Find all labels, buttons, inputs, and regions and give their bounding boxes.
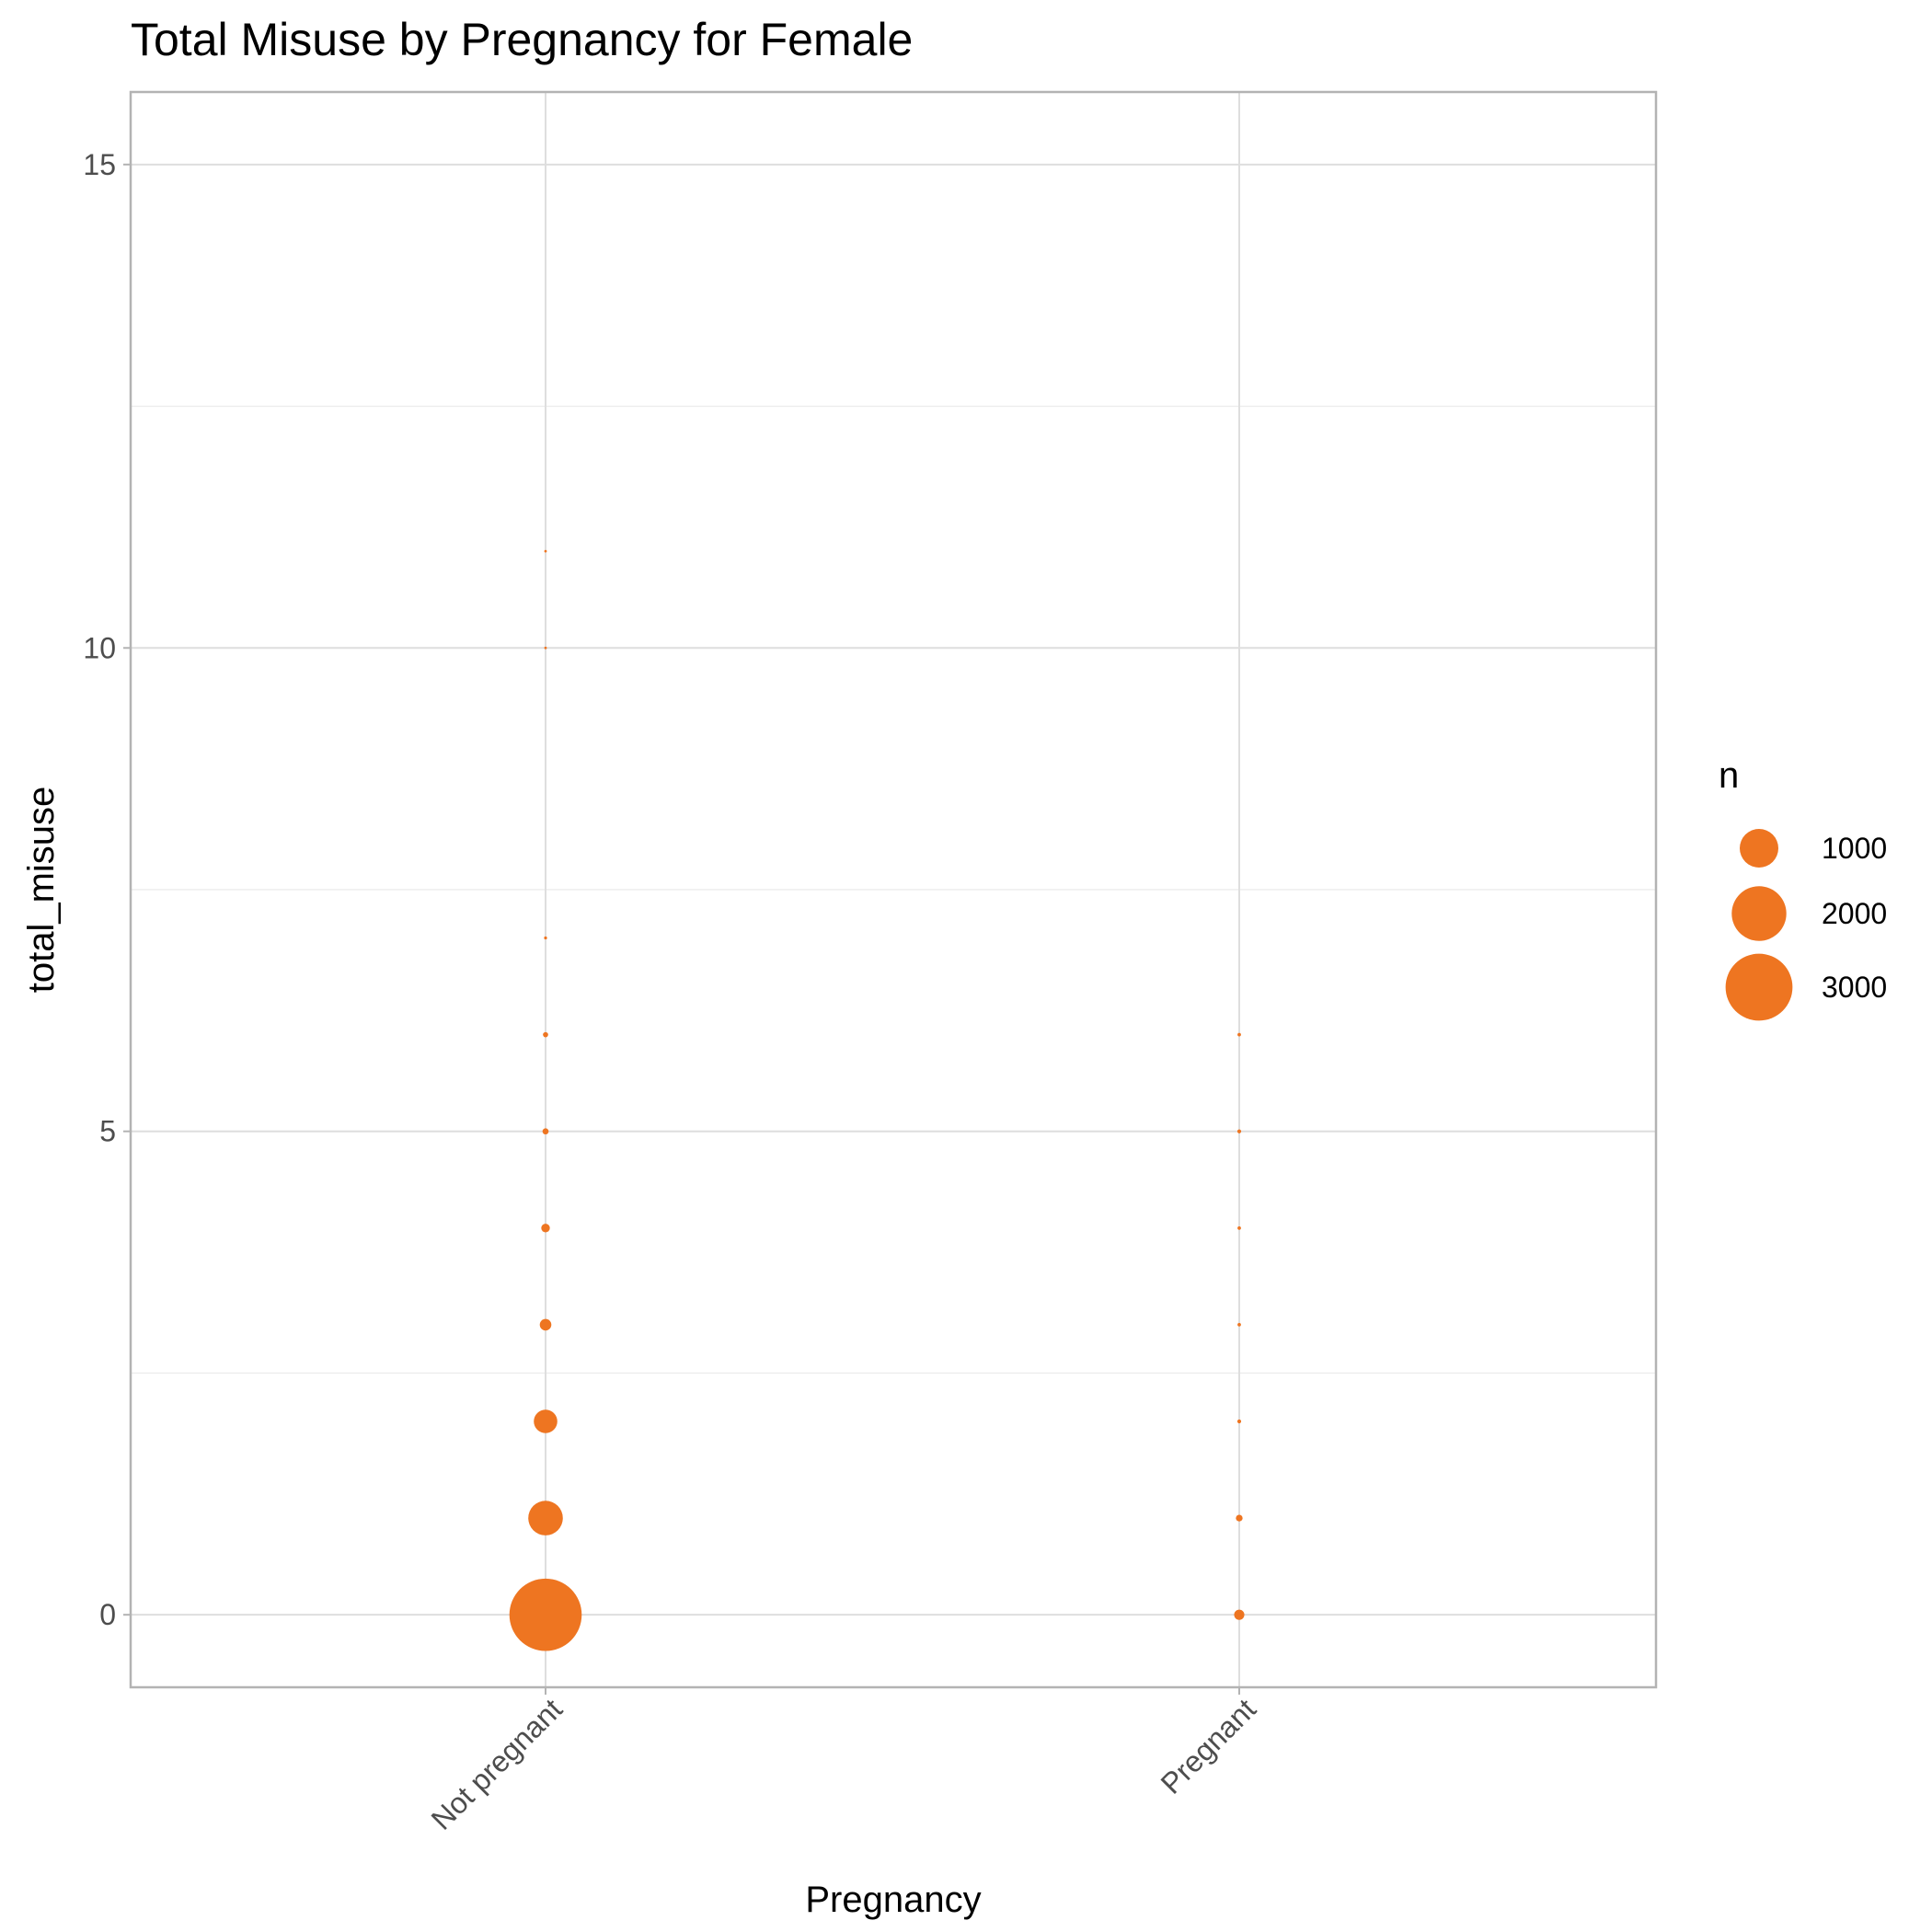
data-point (1236, 1419, 1242, 1424)
data-point (528, 1501, 563, 1535)
y-tick-label: 0 (99, 1598, 116, 1631)
legend: n 1000 2000 3000 (1719, 755, 1887, 1021)
data-point (509, 1578, 582, 1651)
x-axis-title: Pregnancy (805, 1880, 981, 1920)
data-point (544, 646, 547, 650)
data-point (534, 1409, 558, 1433)
data-point (543, 1031, 548, 1038)
legend-key (1731, 886, 1787, 941)
legend-key (1725, 953, 1793, 1021)
chart-title: Total Misuse by Pregnancy for Female (131, 14, 913, 65)
data-point (544, 936, 547, 940)
y-tick-label: 5 (99, 1115, 116, 1148)
plot-panel-border (129, 90, 1658, 1689)
data-point (1237, 1032, 1241, 1037)
legend-label: 3000 (1822, 971, 1887, 1004)
data-point (539, 1318, 552, 1331)
y-tick-label: 15 (83, 148, 116, 181)
legend-title: n (1719, 755, 1739, 796)
data-point (1236, 1129, 1242, 1133)
legend-key (1740, 829, 1778, 868)
legend-label: 1000 (1822, 832, 1887, 865)
data-point (1236, 1514, 1243, 1522)
data-point (541, 1224, 550, 1233)
data-point (1234, 1609, 1245, 1620)
data-point (542, 1128, 549, 1135)
legend-label: 2000 (1822, 897, 1887, 930)
data-point (1237, 1225, 1241, 1230)
data-point (544, 549, 547, 553)
y-tick-label: 10 (83, 631, 116, 664)
points-layer (509, 549, 1245, 1651)
data-point (1237, 1323, 1241, 1327)
y-axis-title: total_misuse (21, 787, 62, 994)
